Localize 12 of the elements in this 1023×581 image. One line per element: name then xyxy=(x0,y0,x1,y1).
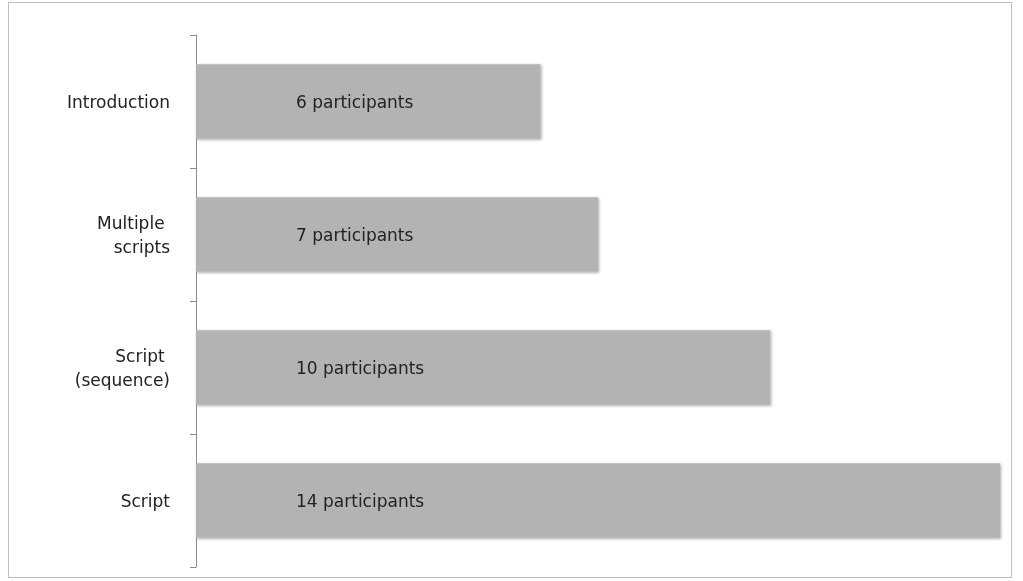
y-tick-label: Script xyxy=(120,490,171,511)
y-tick-label: Script (sequence) xyxy=(74,345,170,390)
bar xyxy=(196,463,1000,538)
data-label: 14 participants xyxy=(296,490,425,511)
data-label: 10 participants xyxy=(296,357,425,378)
y-tick-label: Introduction xyxy=(67,91,170,112)
bar xyxy=(196,197,598,272)
data-label: 7 participants xyxy=(296,224,414,245)
bar xyxy=(196,64,541,139)
data-label: 6 participants xyxy=(296,91,414,112)
bar xyxy=(196,330,771,405)
y-tick-label: Multiple scripts xyxy=(97,212,171,257)
